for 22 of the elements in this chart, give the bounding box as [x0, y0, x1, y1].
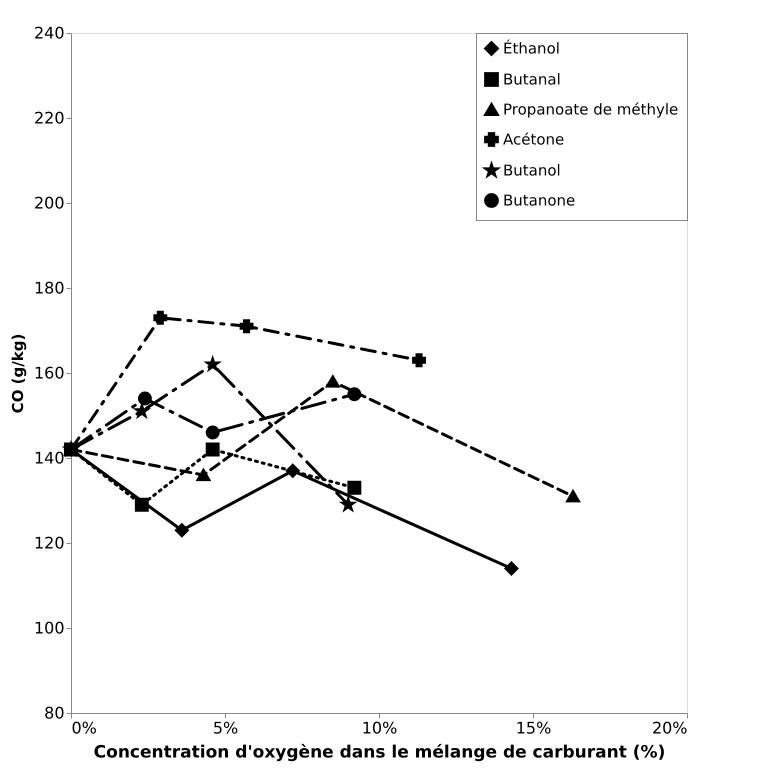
y-tick-label: 200: [34, 194, 64, 212]
legend-label: Butanal: [503, 70, 561, 88]
x-tick-label: 5%: [212, 718, 238, 738]
legend-label: Acétone: [503, 130, 564, 148]
y-tick-label: 120: [34, 534, 64, 552]
y-tick-label: 160: [34, 364, 64, 382]
legend-label: Propanoate de méthyle: [503, 100, 678, 118]
y-tick-label: 140: [34, 448, 64, 468]
x-tick-label: 10%: [362, 718, 398, 738]
y-tick-label: 240: [34, 24, 64, 42]
x-tick-label: 15%: [516, 718, 552, 738]
legend-label: Éthanol: [503, 40, 560, 58]
x-tick-label: 20%: [652, 718, 688, 738]
x-axis-title: Concentration d'oxygène dans le mélange de carburant (%): [94, 742, 666, 762]
legend-label: Butanone: [503, 192, 576, 210]
y-tick-label: 180: [34, 278, 64, 298]
y-tick-label: 220: [34, 108, 64, 128]
legend-label: Butanol: [503, 162, 561, 180]
x-tick-label: 0%: [72, 718, 97, 738]
y-axis-title: CO (g/kg): [8, 334, 27, 414]
y-tick-label: 100: [34, 618, 64, 638]
y-tick-label: 80: [44, 704, 64, 722]
